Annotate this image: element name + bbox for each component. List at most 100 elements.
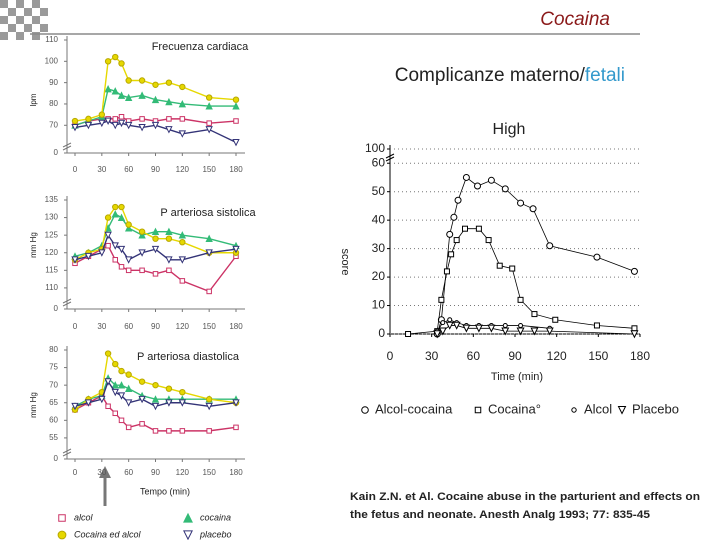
x-tick-label: 0	[387, 349, 394, 363]
x-tick-label: 0	[73, 322, 78, 331]
legend-marker	[617, 405, 627, 415]
y-tick-label: 100	[365, 141, 385, 155]
marker	[593, 253, 601, 261]
marker	[446, 230, 454, 238]
marker	[125, 77, 132, 84]
y-tick-label: 50	[372, 184, 386, 198]
legend-marker	[58, 514, 66, 522]
marker	[104, 214, 112, 221]
marker	[453, 237, 460, 244]
marker	[98, 395, 106, 404]
slide-subtitle: Complicanze materno/fetali	[395, 65, 625, 86]
marker	[112, 257, 118, 263]
y-tick-label: 65	[49, 398, 58, 407]
marker	[232, 399, 240, 407]
marker	[593, 322, 600, 329]
axis-break	[62, 448, 72, 454]
marker	[138, 378, 146, 385]
marker	[152, 271, 159, 277]
x-tick-label: 90	[151, 165, 160, 174]
marker	[138, 91, 146, 99]
marker	[452, 321, 461, 330]
y-tick-label: 30	[372, 241, 386, 255]
marker	[485, 237, 492, 244]
marker	[124, 224, 133, 232]
marker	[112, 53, 119, 61]
marker	[117, 392, 126, 400]
marker	[205, 234, 213, 243]
marker	[118, 417, 125, 424]
y-axis-label: lpm	[29, 93, 38, 106]
legend-label: Cocaina°	[488, 401, 541, 416]
y-tick-label: 125	[45, 230, 59, 239]
marker	[517, 199, 525, 207]
x-tick-label: 30	[97, 468, 106, 477]
marker	[233, 424, 239, 431]
x-tick-label: 0	[73, 165, 78, 174]
marker	[125, 371, 132, 378]
marker	[111, 242, 119, 250]
marker	[630, 267, 638, 275]
marker	[112, 203, 119, 211]
subtitle-part: fetali	[585, 65, 625, 86]
x-tick-label: 180	[229, 165, 243, 174]
marker	[205, 126, 213, 134]
x-tick-label: 60	[124, 322, 133, 331]
marker	[118, 203, 125, 211]
marker	[433, 330, 442, 339]
axis-break	[385, 153, 395, 159]
marker	[445, 321, 454, 330]
marker	[111, 210, 119, 218]
marker	[166, 267, 172, 274]
marker	[152, 381, 159, 389]
marker	[518, 322, 524, 328]
marker	[138, 228, 146, 235]
series-line	[436, 319, 550, 332]
marker	[117, 119, 126, 128]
marker	[165, 126, 173, 134]
marker	[205, 249, 213, 257]
x-tick-label: 150	[588, 349, 608, 363]
marker	[139, 421, 145, 427]
marker	[462, 225, 468, 232]
marker	[233, 118, 239, 124]
y-tick-label: 120	[45, 248, 59, 257]
y-tick-label: 80	[49, 345, 58, 354]
legend-marker	[571, 407, 577, 413]
chart-title: P arteriosa diastolica	[137, 351, 240, 363]
subtitle-part: Complicanze materno/	[395, 65, 586, 86]
marker	[118, 367, 125, 375]
marker	[85, 115, 92, 123]
marker	[105, 242, 111, 249]
marker	[138, 124, 146, 132]
marker	[205, 402, 213, 411]
marker	[178, 256, 187, 264]
marker	[105, 403, 111, 410]
marker	[152, 235, 159, 242]
marker	[118, 60, 125, 67]
marker	[151, 95, 160, 104]
y-tick-label: 40	[372, 212, 386, 226]
marker	[104, 58, 112, 65]
y-axis-label: mm Hg	[29, 232, 38, 258]
marker	[530, 327, 539, 336]
marker	[152, 81, 159, 88]
marker	[98, 119, 106, 128]
x-tick-label: 30	[97, 322, 106, 331]
marker	[117, 381, 126, 389]
marker	[501, 185, 509, 193]
marker	[151, 245, 160, 254]
x-tick-label: 120	[547, 349, 567, 363]
marker	[165, 227, 173, 236]
legend-marker	[183, 512, 193, 523]
marker	[118, 114, 125, 120]
x-tick-label: 120	[176, 165, 190, 174]
y-tick-label: 90	[49, 78, 58, 87]
marker	[179, 428, 186, 434]
marker	[124, 256, 133, 264]
marker	[206, 120, 212, 126]
marker	[630, 330, 639, 339]
marker	[104, 231, 112, 240]
marker	[178, 99, 187, 108]
